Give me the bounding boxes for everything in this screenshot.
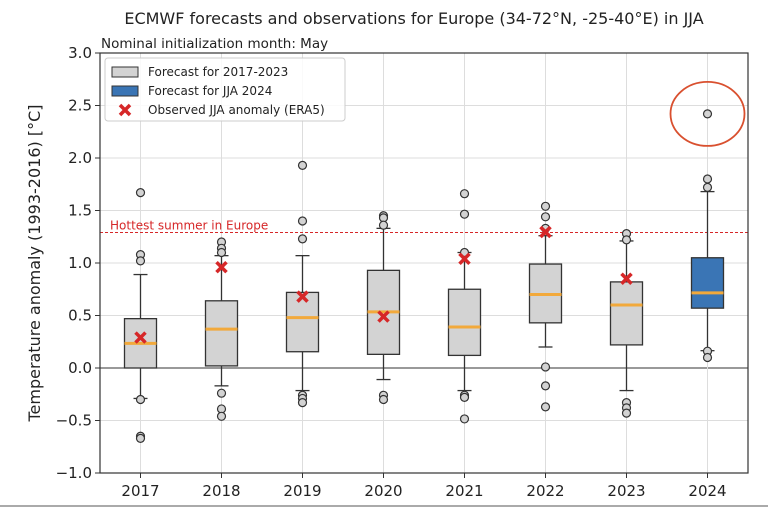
observed-marker (539, 225, 552, 239)
flier-point (297, 398, 308, 408)
x-tick-label: 2018 (202, 482, 240, 500)
legend-label: Forecast for JJA 2024 (148, 84, 272, 98)
flier-point (378, 220, 389, 230)
y-tick-label: 3.0 (68, 44, 92, 62)
legend-box (104, 57, 346, 122)
flier-point (621, 235, 632, 245)
legend-label: Forecast for 2017-2023 (148, 65, 288, 79)
flier-point (297, 216, 308, 226)
flier-point (459, 209, 470, 219)
observed-marker (296, 290, 309, 303)
y-tick-label: 2.5 (68, 97, 92, 115)
flier-point (540, 381, 551, 391)
y-tick-label: 1.5 (68, 202, 92, 220)
flier-point (135, 433, 146, 443)
flier-point (621, 408, 632, 418)
y-tick-label: 0.0 (68, 359, 92, 377)
y-tick-label: 2.0 (68, 149, 92, 167)
flier-point (540, 201, 551, 211)
flier-point (216, 388, 227, 398)
flier-point (297, 234, 308, 244)
highlight-ellipse (669, 81, 746, 147)
box-2021 (447, 288, 482, 357)
flier-point (459, 189, 470, 199)
flier-point (702, 352, 713, 363)
legend: Forecast for 2017-2023 Forecast for JJA 2… (104, 57, 346, 122)
legend-x-icon (118, 103, 132, 117)
x-tick-label: 2019 (283, 482, 321, 500)
legend-swatch (111, 85, 139, 97)
chart-title: ECMWF forecasts and observations for Eur… (124, 9, 703, 28)
box-2023 (609, 281, 644, 346)
observed-marker (215, 260, 228, 274)
hottest-summer-label: Hottest summer in Europe (110, 219, 268, 233)
flier-point (540, 402, 551, 412)
flier-point (540, 362, 551, 372)
box-2024 (690, 257, 725, 309)
observed-marker (458, 252, 471, 266)
box-2019 (285, 291, 320, 353)
legend-label: Observed JJA anomaly (ERA5) (148, 103, 325, 117)
x-tick-label: 2021 (445, 482, 483, 500)
chart-subtitle: Nominal initialization month: May (101, 36, 328, 52)
x-tick-label: 2020 (364, 482, 402, 500)
flier-point (459, 392, 470, 402)
flier-point (702, 174, 713, 184)
x-tick-label: 2023 (607, 482, 645, 500)
y-tick-label: 0.5 (68, 307, 92, 325)
observed-marker (377, 310, 390, 323)
flier-point (459, 414, 470, 424)
flier-point (702, 109, 713, 119)
y-axis-label: Temperature anomaly (1993-2016) [°C] (25, 105, 44, 423)
flier-point (702, 182, 713, 192)
flier-point (135, 188, 146, 198)
legend-swatch (111, 66, 139, 78)
observed-marker (134, 331, 147, 344)
y-tick-label: 1.0 (68, 254, 92, 272)
flier-point (216, 411, 227, 421)
plot-frame (99, 52, 749, 474)
flier-point (216, 247, 227, 258)
y-tick-label: −1.0 (56, 464, 92, 482)
flier-point (378, 394, 389, 405)
flier-point (297, 160, 308, 170)
box-2018 (204, 300, 239, 367)
x-tick-label: 2017 (121, 482, 159, 500)
flier-point (540, 212, 551, 222)
flier-point (135, 394, 146, 405)
x-tick-label: 2022 (526, 482, 564, 500)
observed-marker (620, 272, 633, 285)
y-tick-label: −0.5 (56, 412, 92, 430)
x-tick-label: 2024 (688, 482, 726, 500)
flier-point (135, 256, 146, 266)
